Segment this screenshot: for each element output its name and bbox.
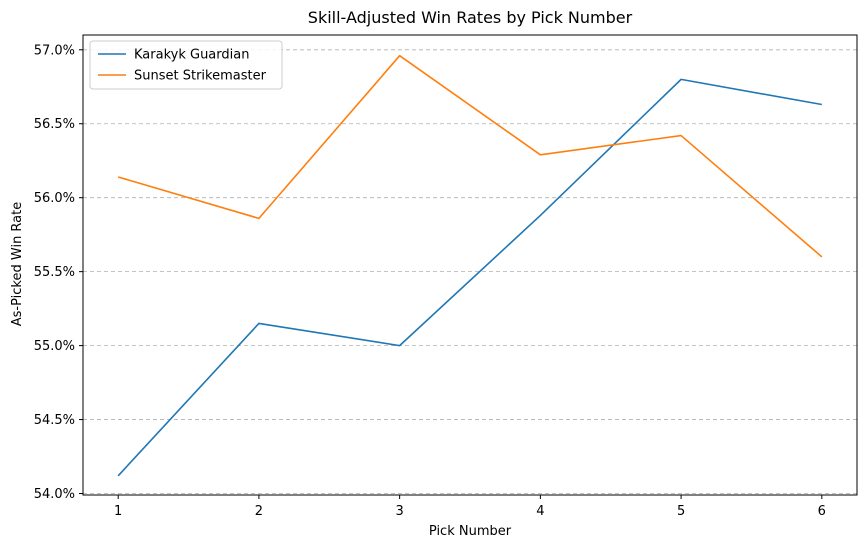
x-tick-label: 6 <box>818 504 826 519</box>
legend-label: Sunset Strikemaster <box>134 69 267 84</box>
grid-lines <box>83 49 857 494</box>
y-tick-label: 57.0% <box>34 43 75 58</box>
y-axis-ticks: 54.0% 54.5% 55.0% 55.5% 56.0% 56.5% 57.0% <box>34 43 83 502</box>
x-tick-label: 3 <box>395 504 403 519</box>
x-tick-label: 5 <box>677 504 685 519</box>
chart-title: Skill-Adjusted Win Rates by Pick Number <box>308 8 633 27</box>
series-line-1 <box>117 78 822 477</box>
y-tick-label: 55.5% <box>34 265 75 280</box>
legend: Karakyk Guardian Sunset Strikemaster <box>89 40 283 90</box>
y-tick-label: 56.0% <box>34 191 75 206</box>
legend-label: Karakyk Guardian <box>134 48 249 63</box>
x-tick-label: 2 <box>255 504 263 519</box>
legend-box <box>89 40 283 90</box>
y-tick-label: 55.0% <box>34 339 75 354</box>
y-tick-label: 54.0% <box>34 487 75 502</box>
y-tick-label: 56.5% <box>34 117 75 132</box>
x-axis-label: Pick Number <box>429 524 512 539</box>
x-axis-ticks: 1 2 3 4 5 6 <box>114 495 826 519</box>
series-lines <box>117 54 823 477</box>
plot-area-frame <box>82 34 858 496</box>
y-axis-label: As-Picked Win Rate <box>10 202 25 326</box>
x-tick-label: 1 <box>114 504 122 519</box>
series-line-2 <box>117 54 823 258</box>
y-tick-label: 54.5% <box>34 413 75 428</box>
x-tick-label: 4 <box>536 504 544 519</box>
